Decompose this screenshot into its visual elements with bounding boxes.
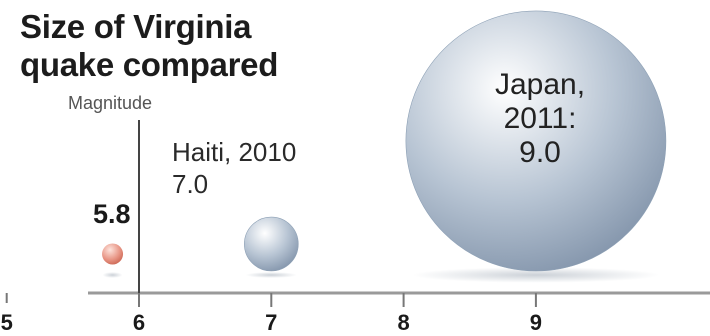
chart-title-line-1: Size of Virginia [20,8,252,45]
data-label-japan-line-3: 9.0 [519,136,561,169]
data-label-japan: Japan, 2011: 9.0 [470,68,610,170]
x-tick-label-6: 6 [133,310,145,335]
x-tick-label-5: 5 [1,310,13,335]
bubble-japan [405,10,667,272]
data-label-japan-line-1: Japan, [494,68,586,101]
x-tick-label-9: 9 [530,310,542,335]
x-tick-label-7: 7 [265,310,277,335]
bubble-shadow-virginia [102,272,123,278]
axis-label-magnitude: Magnitude [68,93,153,113]
data-label-virginia: 5.8 [93,199,131,229]
bubble-shadow-haiti [245,272,297,278]
bubble-virginia [102,243,124,265]
data-label-haiti: Haiti, 2010 7.0 [172,136,296,200]
x-tick-label-8: 8 [397,310,409,335]
bubble-haiti [244,216,299,272]
data-label-haiti-line-1: Haiti, 2010 [172,137,297,167]
data-label-haiti-line-2: 7.0 [172,169,209,199]
chart-title-line-2: quake compared [20,46,279,83]
data-label-japan-line-2: 2011: [503,102,577,135]
bubble-shadow-japan [412,267,660,283]
